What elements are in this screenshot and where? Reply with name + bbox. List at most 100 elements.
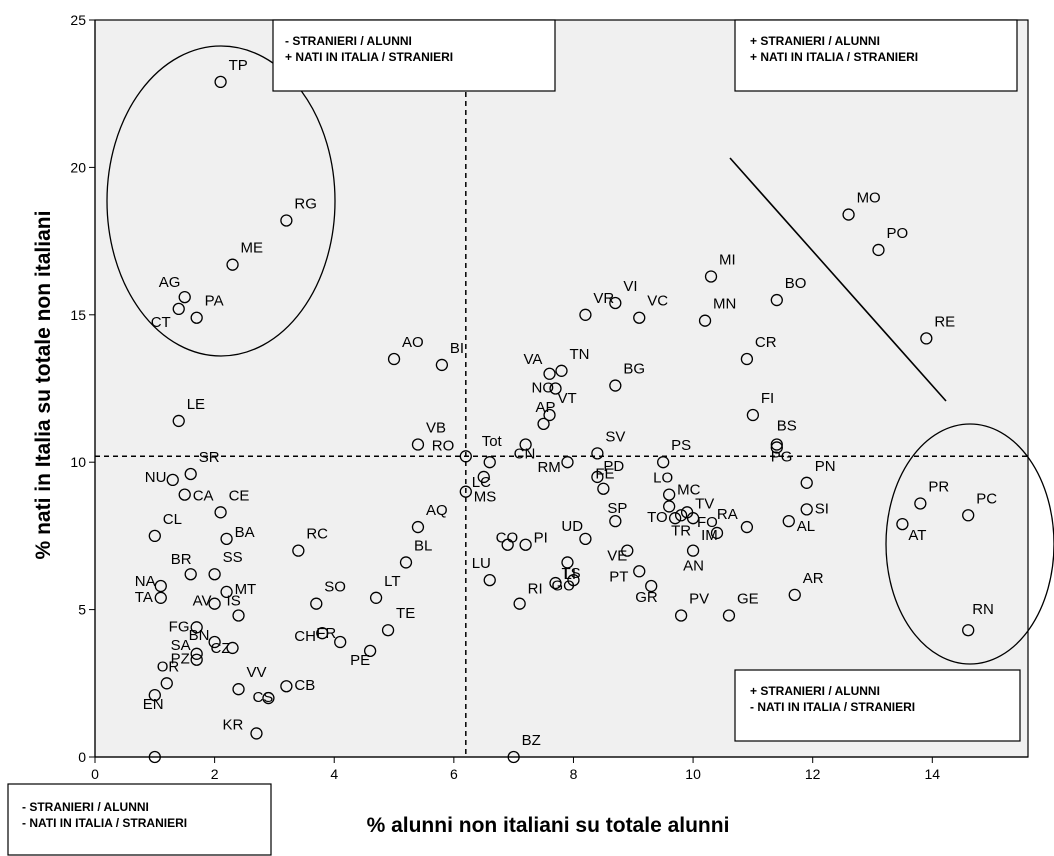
point-marker bbox=[232, 609, 245, 622]
point-label: LU bbox=[472, 555, 491, 572]
point-marker bbox=[166, 473, 179, 487]
point-marker bbox=[154, 591, 167, 604]
point-label: BR bbox=[171, 551, 192, 568]
point-marker bbox=[178, 290, 191, 304]
point-marker bbox=[160, 677, 173, 690]
point-label: CZ bbox=[211, 640, 231, 657]
point-label: SV bbox=[605, 428, 625, 445]
point-marker bbox=[214, 506, 227, 519]
point-marker bbox=[411, 438, 425, 451]
point-pz: PZ bbox=[171, 651, 203, 668]
point-ms: MS bbox=[459, 485, 497, 506]
x-tick-label: 2 bbox=[211, 766, 219, 782]
point-mc: MC bbox=[663, 481, 701, 513]
point-marker bbox=[280, 214, 293, 227]
point-label: AP bbox=[536, 399, 556, 416]
point-marker bbox=[172, 414, 185, 428]
point-cb: CB bbox=[280, 677, 315, 694]
quadrant-box-line2: + NATI IN ITALIA / STRANIERI bbox=[750, 50, 918, 64]
point-label: SO bbox=[324, 579, 346, 596]
point-marker bbox=[770, 441, 783, 454]
y-tick-label: 20 bbox=[70, 159, 86, 175]
x-tick-label: 8 bbox=[570, 766, 578, 782]
point-label: PS bbox=[671, 437, 691, 454]
point-ap: AP bbox=[536, 399, 556, 431]
point-label: RC bbox=[306, 526, 328, 543]
point-pr: PR bbox=[914, 478, 949, 510]
point-marker bbox=[633, 311, 646, 324]
axes bbox=[94, 20, 1028, 758]
point-ar: AR bbox=[788, 570, 824, 602]
point-label: GE bbox=[737, 590, 759, 607]
point-marker bbox=[740, 352, 754, 366]
point-br: BR bbox=[171, 551, 197, 581]
point-na: NA bbox=[135, 573, 167, 593]
point-marker bbox=[674, 609, 688, 622]
point-lu: LU bbox=[472, 555, 496, 587]
point-label: BI bbox=[450, 340, 464, 357]
point-tot: Tot bbox=[482, 433, 503, 469]
point-cl: CL bbox=[148, 511, 182, 543]
point-bg: BG bbox=[609, 361, 645, 392]
point-fi: FI bbox=[746, 390, 774, 422]
point-marker bbox=[842, 208, 855, 221]
point-li: LI bbox=[549, 566, 576, 590]
point-marker bbox=[519, 438, 532, 451]
point-marker bbox=[220, 585, 233, 599]
point-label: CE bbox=[229, 487, 250, 504]
point-marker bbox=[609, 296, 622, 310]
point-marker bbox=[740, 520, 754, 534]
point-lc: LC bbox=[472, 470, 491, 491]
point-label: EN bbox=[143, 696, 164, 713]
point-label: TP bbox=[229, 57, 248, 74]
point-marker bbox=[770, 293, 783, 307]
point-label: VC bbox=[647, 293, 668, 310]
point-label: PD bbox=[603, 458, 624, 475]
point-label: TN bbox=[570, 346, 590, 363]
point-lo: LO bbox=[653, 470, 676, 501]
point-marker bbox=[190, 621, 203, 634]
point-ss: SS bbox=[208, 549, 243, 581]
point-label: RG bbox=[294, 195, 317, 212]
point-or: OR bbox=[157, 658, 179, 690]
point-marker bbox=[555, 364, 568, 377]
point-label: Tot bbox=[482, 433, 503, 450]
point-marker bbox=[579, 532, 592, 545]
point-so: SO bbox=[310, 579, 346, 610]
x-tick-label: 4 bbox=[330, 766, 338, 782]
x-tick-label: 6 bbox=[450, 766, 458, 782]
point-label: CT bbox=[151, 314, 171, 331]
point-marker bbox=[686, 512, 700, 525]
point-label: GR bbox=[635, 589, 658, 606]
point-marker bbox=[262, 691, 275, 705]
point-cz: CZ bbox=[211, 640, 239, 657]
y-tick-label: 0 bbox=[78, 749, 86, 765]
point-ba: BA bbox=[220, 524, 255, 545]
point-rc: RC bbox=[292, 526, 328, 557]
point-label: FR bbox=[316, 625, 336, 642]
point-marker bbox=[920, 332, 933, 345]
point-marker bbox=[788, 588, 801, 602]
point-label: CA bbox=[193, 488, 214, 505]
point-label: MS bbox=[474, 489, 497, 506]
point-marker bbox=[591, 470, 604, 484]
point-label: VR bbox=[593, 290, 614, 307]
point-sp: SP bbox=[607, 500, 627, 528]
point-marker bbox=[310, 597, 323, 610]
point-label: BZ bbox=[522, 732, 541, 749]
point-label: AR bbox=[803, 570, 824, 587]
point-ud: UD bbox=[561, 518, 592, 545]
point-marker bbox=[154, 579, 167, 593]
point-label: CR bbox=[755, 334, 777, 351]
point-no: NO bbox=[532, 380, 562, 397]
point-label: VI bbox=[623, 278, 637, 295]
point-nu: NU bbox=[145, 469, 179, 487]
point-marker bbox=[214, 75, 227, 89]
point-label: AV bbox=[193, 593, 212, 610]
x-tick-label: 14 bbox=[925, 766, 941, 782]
point-label: TO bbox=[647, 509, 668, 526]
point-label: RE bbox=[934, 313, 955, 330]
reference-lines bbox=[95, 20, 1028, 757]
point-label: NU bbox=[145, 469, 167, 486]
y-axis-title: % nati in Italia su totale non italiani bbox=[32, 211, 55, 560]
